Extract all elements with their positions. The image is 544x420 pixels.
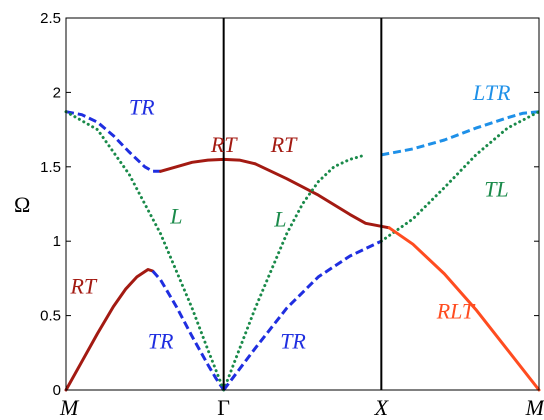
series-4-line (64, 110, 226, 392)
annotation-rt: RT (270, 132, 298, 157)
series-5-line (159, 157, 257, 173)
annotation-tr: TR (129, 95, 155, 120)
xtick-label: M (59, 395, 80, 420)
annotation-tr: TR (280, 328, 306, 353)
xtick-label: X (374, 395, 390, 420)
ytick-label: 1 (53, 233, 61, 250)
annotation-rlt: RLT (436, 299, 476, 324)
series-3-line (65, 110, 161, 173)
ytick-label: 2.5 (40, 10, 61, 27)
y-axis-label: Ω (14, 192, 30, 217)
tick-layer: 0 0.5 1 1.5 2 2.5 M Γ X M (40, 10, 544, 420)
annotation-layer: TR RT RT LTR TL L L RT RLT TR TR (69, 80, 510, 353)
xtick-label: M (525, 395, 544, 420)
series-layer (64, 110, 541, 392)
series-10-line (379, 110, 541, 243)
series-8-line (222, 239, 382, 391)
plot-frame (65, 17, 540, 391)
series-2-line (151, 270, 225, 391)
series-7-line (222, 153, 368, 392)
annotation-ltr: LTR (472, 80, 511, 105)
annotation-l: L (273, 206, 286, 231)
series-1-line (64, 268, 155, 392)
ytick-label: 0.5 (40, 308, 61, 325)
ytick-label: 0 (53, 382, 61, 399)
annotation-rt: RT (210, 132, 238, 157)
annotation-tl: TL (484, 177, 508, 202)
ytick-label: 1.5 (40, 159, 61, 176)
series-9-line (381, 110, 540, 157)
ytick-label: 2 (53, 84, 61, 101)
annotation-rt: RT (69, 273, 97, 298)
annotation-tr: TR (148, 328, 174, 353)
annotation-l: L (169, 203, 182, 228)
vertical-lines (222, 18, 383, 390)
series-11-line (387, 226, 541, 392)
xtick-label: Γ (217, 395, 230, 420)
